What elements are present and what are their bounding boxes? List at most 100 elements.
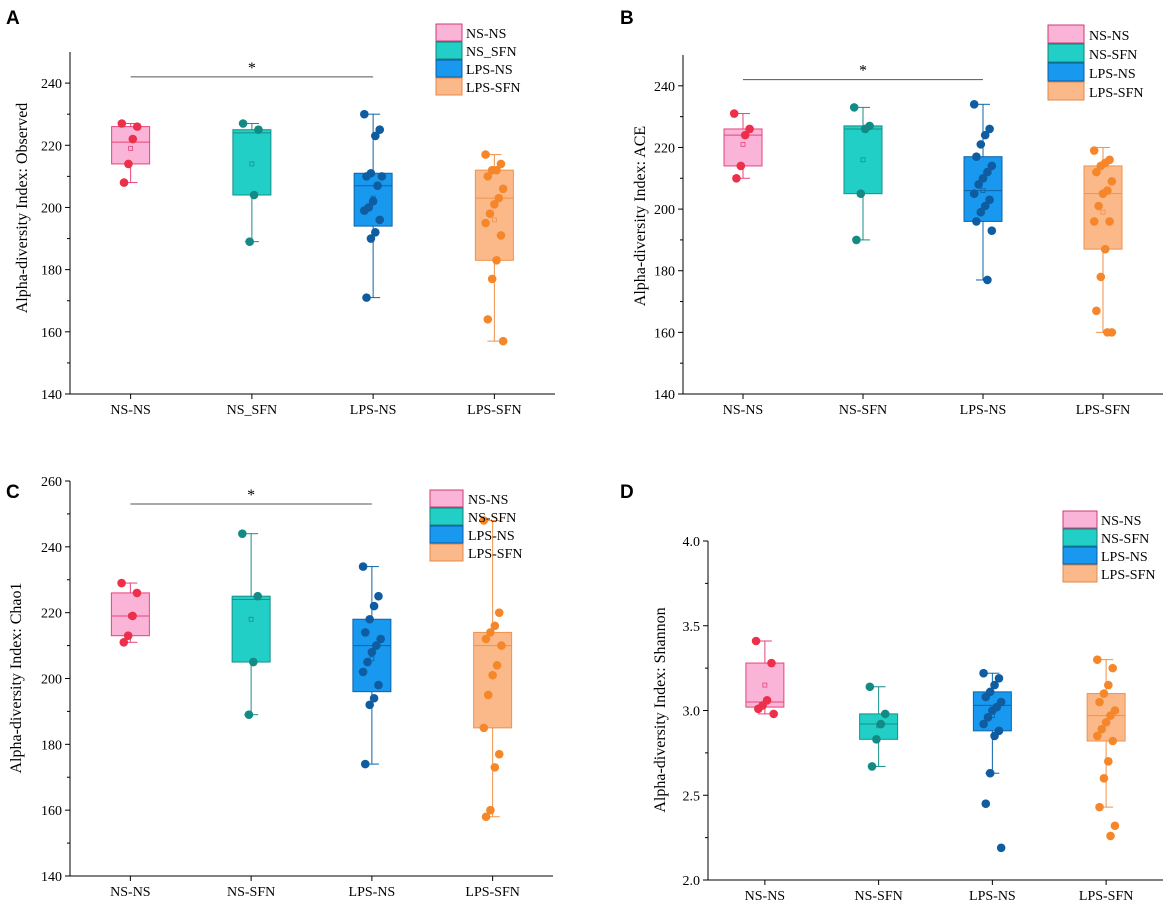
data-point	[969, 100, 979, 109]
legend-swatch-ns-ns	[1062, 510, 1098, 529]
data-point	[490, 621, 500, 631]
data-point	[494, 608, 504, 617]
data-point	[490, 200, 499, 209]
legend-swatch-ns-sfn	[435, 41, 463, 60]
data-point	[1095, 697, 1104, 707]
data-point	[990, 680, 999, 690]
data-point	[856, 189, 866, 198]
legend-swatch-lps-ns	[1062, 546, 1098, 565]
box-group	[353, 109, 393, 302]
data-point	[496, 159, 506, 169]
iqr-box	[1083, 165, 1123, 250]
data-point	[245, 237, 254, 246]
data-point	[985, 768, 995, 778]
data-point	[753, 704, 763, 714]
data-point	[751, 636, 761, 646]
legend: NS-NS NS_SFN LPS-NS LPS-SFN	[435, 23, 520, 96]
x-tick-label: LPS-NS	[350, 403, 397, 418]
iqr-box	[232, 129, 272, 196]
y-tick-label: 200	[41, 201, 62, 216]
y-tick-label: 3.5	[683, 620, 701, 635]
box-group	[232, 119, 272, 246]
data-point	[985, 195, 994, 205]
data-point	[983, 167, 992, 177]
data-point	[369, 601, 379, 611]
data-point	[244, 710, 254, 720]
legend-label: NS-NS	[466, 27, 506, 42]
box-group	[745, 636, 785, 719]
x-tick-label: LPS-SFN	[467, 403, 521, 418]
data-point	[1097, 724, 1107, 734]
data-point	[124, 159, 133, 169]
data-point	[1110, 821, 1120, 831]
data-point	[732, 173, 741, 183]
data-point	[375, 125, 385, 135]
panel-c: C 140 160 180 200 220 240 260 NS-NS NS-SFN LPS-NS…	[6, 475, 553, 900]
data-point	[249, 657, 258, 667]
data-point	[1108, 663, 1118, 673]
legend-swatch-lps-sfn	[429, 543, 464, 562]
box-group	[843, 103, 883, 245]
significance-label: *	[859, 63, 867, 80]
legend-swatch-lps-sfn	[435, 77, 463, 96]
data-point	[481, 218, 490, 228]
data-point	[976, 207, 986, 217]
data-point	[486, 805, 495, 815]
data-point	[985, 124, 994, 134]
data-point	[969, 189, 979, 198]
mean-marker	[491, 217, 497, 223]
box-group	[473, 516, 513, 822]
data-point	[494, 749, 504, 759]
data-point	[729, 109, 739, 118]
legend: NS-NS NS-SFN LPS-NS LPS-SFN	[429, 489, 522, 562]
data-point	[479, 516, 489, 525]
data-point	[1105, 217, 1114, 226]
box-group	[1083, 146, 1123, 337]
legend-label: LPS-NS	[468, 529, 515, 544]
plot-area: 140 160 180 200 220 240 NS-NS NS-SFN LPS-NS LPS-S…	[654, 55, 1163, 418]
data-point	[1092, 167, 1101, 177]
data-point	[876, 719, 886, 729]
data-point	[983, 275, 992, 285]
data-point	[492, 256, 501, 265]
data-point	[373, 181, 382, 190]
data-point	[867, 762, 877, 771]
y-tick-label: 240	[41, 77, 62, 92]
plot-area: 2.0 2.5 3.0 3.5 4.0 NS-NS NS-SFN LPS-NS LPS-SFN	[683, 535, 1163, 904]
data-point	[990, 731, 999, 741]
y-axis-label: Alpha-diversity Index: ACE	[632, 126, 649, 306]
data-point	[371, 641, 381, 650]
mean-marker	[740, 141, 746, 147]
box-group	[352, 562, 392, 769]
x-tick-label: NS_SFN	[227, 403, 278, 418]
data-point	[371, 228, 380, 237]
data-point	[487, 274, 497, 284]
x-tick-label: NS-SFN	[839, 403, 887, 418]
mean-marker	[248, 616, 254, 622]
legend-label: NS-NS	[1101, 514, 1141, 529]
y-tick-label: 220	[654, 141, 675, 156]
legend-swatch-ns-ns	[435, 23, 463, 42]
data-point	[492, 661, 502, 670]
mean-marker	[980, 188, 986, 194]
data-point	[740, 130, 750, 140]
box-group	[859, 682, 899, 771]
x-tick-label: NS-SFN	[227, 885, 275, 900]
legend-swatch-lps-sfn	[1062, 564, 1098, 583]
y-tick-label: 240	[654, 80, 675, 95]
panel-b: B 140 160 180 200 220 240 NS-NS NS-SFN LPS-NS LPS…	[620, 8, 1163, 418]
data-point	[128, 134, 138, 144]
data-point	[981, 692, 991, 702]
y-tick-label: 180	[41, 738, 62, 753]
legend-label: LPS-SFN	[1089, 86, 1143, 101]
y-tick-label: 220	[41, 607, 62, 622]
data-point	[1098, 189, 1108, 198]
data-point	[865, 682, 875, 692]
data-point	[994, 673, 1004, 683]
data-point	[1103, 328, 1112, 337]
box-group	[1086, 655, 1126, 841]
data-point	[498, 336, 508, 346]
y-axis-label: Alpha-diversity Index: Observed	[14, 103, 31, 314]
iqr-box	[231, 595, 271, 663]
data-point	[987, 226, 997, 235]
